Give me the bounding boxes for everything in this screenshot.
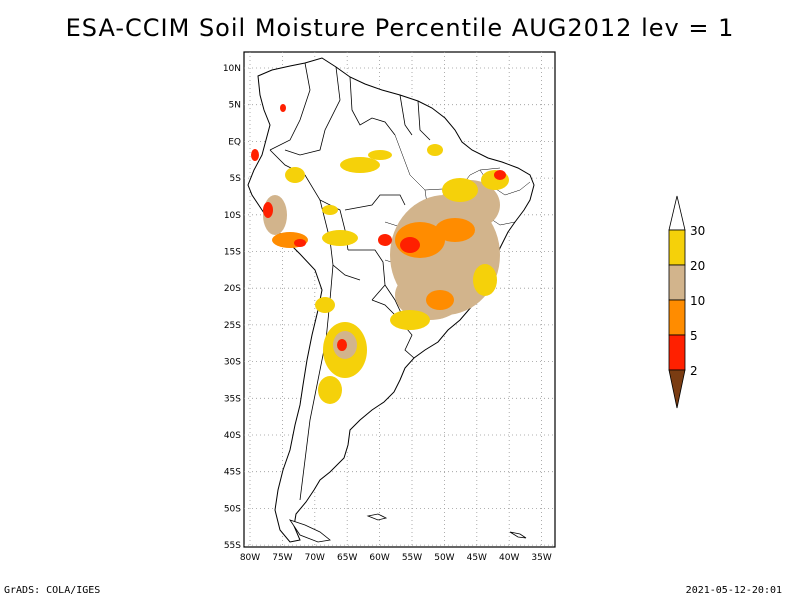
longitude-tick-labels: 80W 75W 70W 65W 60W 55W 50W 45W 40W 35W (240, 553, 552, 563)
percentile-patch (435, 218, 475, 242)
footer-timestamp: 2021-05-12-20:01 (685, 585, 782, 596)
lon-tick-label: 75W (272, 553, 292, 563)
colorbar-label-2: 2 (690, 364, 698, 378)
percentile-patch (322, 205, 338, 215)
colorbar-band-10-20 (668, 264, 686, 301)
percentile-patch (494, 170, 506, 180)
colorbar-label-20: 20 (690, 259, 705, 273)
colorbar-band-5-10 (668, 299, 686, 336)
tierra-del-fuego-outline (289, 519, 331, 543)
colorbar-label-5: 5 (690, 329, 698, 343)
lon-tick-label: 35W (531, 553, 551, 563)
lon-tick-label: 80W (240, 553, 260, 563)
colorbar-top-triangle (668, 195, 686, 231)
lon-tick-label: 60W (369, 553, 389, 563)
percentile-patch (390, 310, 430, 330)
percentile-patch (400, 237, 420, 253)
lat-tick-label: 50S (224, 504, 241, 514)
lat-tick-label: EQ (228, 137, 241, 147)
percentile-patch (340, 157, 380, 173)
percentile-patch (294, 239, 306, 247)
percentile-patch (322, 230, 358, 246)
percentile-patch (337, 339, 347, 351)
lat-tick-label: 5N (229, 101, 241, 111)
percentile-patch (251, 149, 259, 161)
percentile-patch (285, 167, 305, 183)
lat-tick-label: 10N (223, 64, 241, 74)
lat-tick-label: 40S (224, 431, 241, 441)
lat-tick-label: 20S (224, 284, 241, 294)
lat-tick-label: 25S (224, 321, 241, 331)
colorbar-band-20-30 (668, 229, 686, 266)
percentile-patch (263, 202, 273, 218)
colorbar: 30 20 10 5 2 (668, 195, 705, 409)
percentile-patch (473, 264, 497, 296)
colorbar-band-2-5 (668, 334, 686, 371)
percentile-patch (426, 290, 454, 310)
lat-tick-label: 15S (224, 248, 241, 258)
colorbar-label-30: 30 (690, 224, 705, 238)
latitude-tick-labels: 10N 5N EQ 5S 10S 15S 20S 25S 30S 35S 40S 45S 50S 55S (223, 64, 241, 551)
colorbar-label-10: 10 (690, 294, 705, 308)
lon-tick-label: 50W (434, 553, 454, 563)
percentile-patch (318, 376, 342, 404)
lon-tick-label: 70W (305, 553, 325, 563)
lat-tick-label: 45S (224, 468, 241, 478)
south-georgia-outline (509, 531, 527, 539)
lon-tick-label: 55W (402, 553, 422, 563)
lon-tick-label: 65W (337, 553, 357, 563)
percentile-patch (427, 144, 443, 156)
footer-credit: GrADS: COLA/IGES (4, 585, 101, 596)
lon-tick-label: 40W (499, 553, 519, 563)
lat-tick-label: 5S (230, 174, 242, 184)
percentile-patch (442, 178, 478, 202)
percentile-patch (280, 104, 286, 112)
percentile-patch (378, 234, 392, 246)
colorbar-bottom-triangle (668, 369, 686, 409)
lon-tick-label: 45W (467, 553, 487, 563)
falkland-islands-outline (366, 513, 388, 521)
percentile-patch (368, 150, 392, 160)
lat-tick-label: 30S (224, 358, 241, 368)
percentile-patch (315, 297, 335, 313)
lat-tick-label: 10S (224, 211, 241, 221)
map-title: ESA-CCIM Soil Moisture Percentile AUG201… (65, 14, 735, 42)
lat-tick-label: 55S (224, 541, 241, 551)
soil-moisture-percentile-field (251, 104, 509, 404)
lat-tick-label: 35S (224, 394, 241, 404)
